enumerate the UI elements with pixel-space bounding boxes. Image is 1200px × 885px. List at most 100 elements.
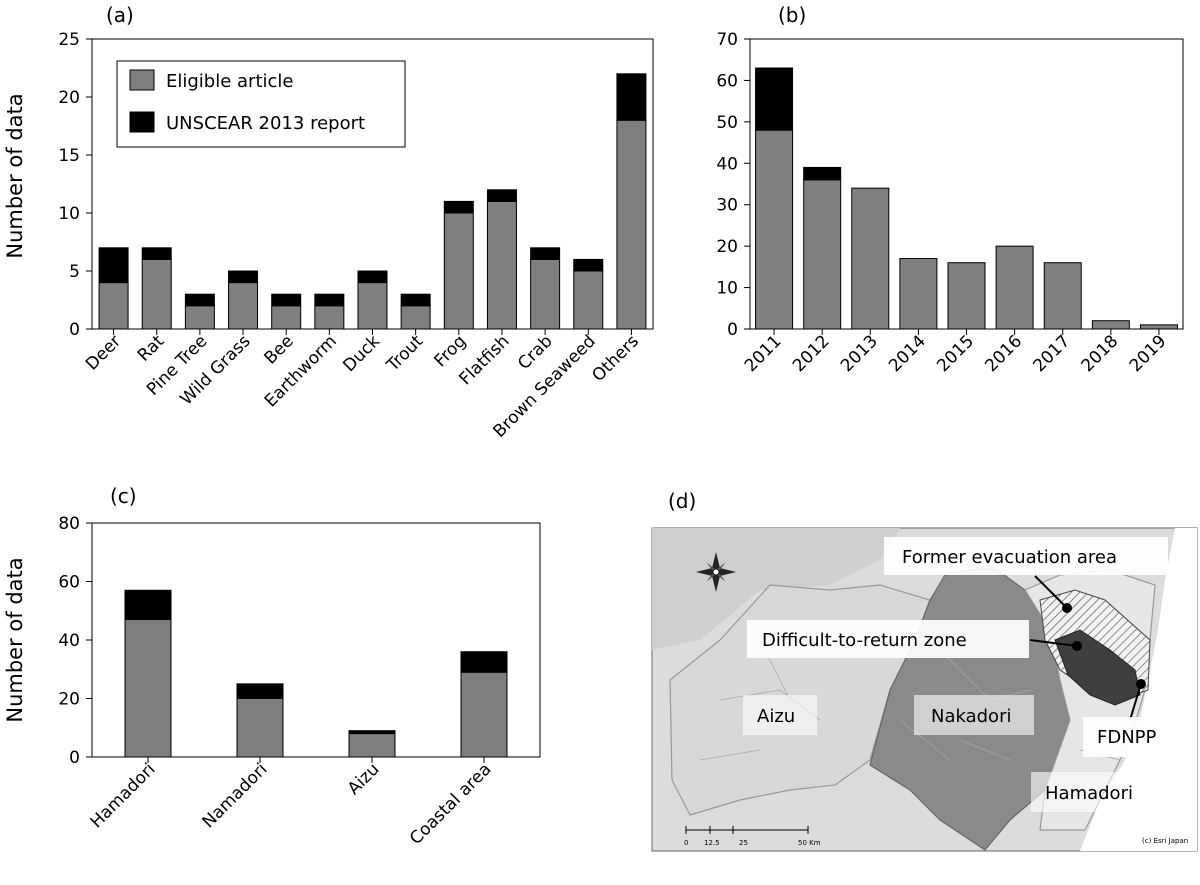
y-tick-label: 15 [58,146,80,166]
y-tick-label: 0 [69,748,80,768]
y-tick-label: 40 [716,154,738,174]
scale-tick-0: 0 [684,839,688,847]
y-tick-label: 70 [716,30,738,50]
bar-segment [947,262,986,330]
label-hamadori: Hamadori [1045,783,1133,804]
neighbour-region [652,528,900,650]
y-tick-label: 20 [58,690,80,710]
bar-segment [460,671,508,758]
bar-segment [755,67,794,131]
y-tick-label: 10 [58,204,80,224]
label-fdnpp: FDNPP [1097,727,1157,748]
legend-a [116,60,406,148]
bar-segment [851,187,890,330]
bar-segment [899,258,938,330]
label-difficult-to-return: Difficult-to-return zone [762,630,967,651]
bar-segment [755,129,794,330]
chart-c: (c) Number of data 0 20 40 60 80 Hamadori Nama… [3,484,541,849]
bar-segment [141,247,172,260]
bar-segment [184,293,215,307]
x-tick-label: 2013 [837,331,882,376]
bar-segment [400,293,431,307]
y-tick-label: 60 [716,71,738,91]
x-tick-label: Trout [382,331,427,376]
map-credit: (c) Esri Japan [1142,837,1188,845]
bar-segment [228,270,259,284]
y-tick-label: 40 [58,631,80,651]
leader-former-evacuation [1034,575,1068,609]
bar-segment [98,282,129,330]
panel-label-c: (c) [110,484,137,508]
label-former-evacuation: Former evacuation area [902,547,1117,568]
bar-segment [400,305,431,330]
y-tick-label: 30 [716,196,738,216]
bar-segment [530,258,561,330]
y-tick-label: 25 [58,30,80,50]
bar-segment [357,282,388,330]
x-tick-label: Hamadori [87,759,160,832]
scale-bar: 0 12.5 25 50 Km [684,826,821,847]
sea-area [1080,528,1197,851]
bar-segment [1139,324,1178,330]
y-axis-label-c: Number of data [3,557,27,722]
x-tick-label: 2016 [981,331,1026,376]
x-tick-label: Bee [261,331,298,368]
x-tick-label: Coastal area [406,759,496,849]
bar-segment [348,733,396,758]
bar-segment [124,619,172,758]
y-axis-label-a: Number of data [3,93,27,258]
x-tick-label: Others [588,331,643,386]
y-tick-label: 0 [69,320,80,340]
panel-label-d: (d) [668,489,696,513]
bar-segment [314,305,345,330]
bar-segment [530,247,561,260]
point-fdnpp [1136,679,1146,689]
bar-segment [236,698,284,758]
bar-segment [460,651,508,673]
x-tick-label: 2015 [933,331,978,376]
y-tick-label: 0 [727,320,738,340]
scale-tick-3: 50 Km [798,839,821,847]
bar-segment [486,200,517,330]
y-tick-label: 60 [58,573,80,593]
bar-segment [803,179,842,330]
chart-a: (a) Number of data Eligible article UNSC… [3,3,654,442]
map-panel: (d) Former evacuation area [651,489,1198,852]
bar-segment [616,73,647,121]
bar-segment [357,270,388,284]
bar-segment [124,589,172,621]
bar-segment [228,282,259,330]
x-tick-label: Namadori [199,759,272,832]
bar-segment [271,305,302,330]
bar-segment [98,247,129,284]
bar-segment [486,189,517,202]
label-aizu: Aizu [757,706,795,727]
bar-segment [443,212,474,330]
point-difficult-to-return [1072,641,1082,651]
legend-swatch-eligible [129,69,155,91]
y-tick-label: 10 [716,279,738,299]
bar-segment [443,200,474,214]
bar-segment [314,293,345,307]
bar-segment [141,258,172,330]
x-tick-label: 2012 [789,331,834,376]
legend-swatch-unscear [129,111,155,133]
x-tick-label: 2014 [885,331,930,376]
scale-tick-2: 25 [739,839,748,847]
scale-tick-1: 12.5 [704,839,720,847]
x-tick-label: 2011 [741,331,786,376]
label-nakadori: Nakadori [931,706,1011,727]
y-tick-label: 20 [58,88,80,108]
legend-label-unscear: UNSCEAR 2013 report [166,113,365,134]
y-tick-label: 20 [716,237,738,257]
leader-difficult-to-return [1029,639,1078,647]
x-tick-label: 2017 [1030,331,1075,376]
bar-segment [573,258,604,272]
point-former-evacuation [1062,603,1072,613]
x-tick-label: Aizu [344,759,384,799]
x-tick-label: Deer [82,331,125,374]
y-tick-label: 5 [69,262,80,282]
bar-segment [1091,320,1130,330]
